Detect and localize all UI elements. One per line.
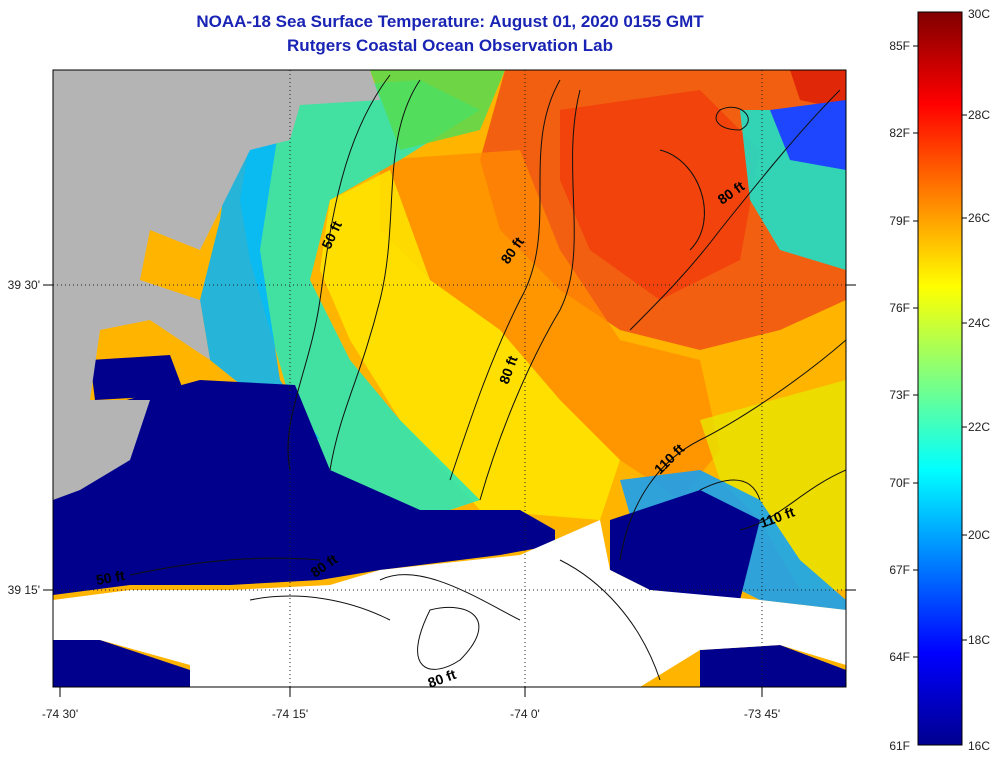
colorbar-f-label: 64F (889, 650, 910, 664)
colorbar-f-label: 73F (889, 388, 910, 402)
colorbar-f-label: 82F (889, 126, 910, 140)
colorbar-f-label: 76F (889, 301, 910, 315)
colorbar-c-label: 24C (968, 316, 990, 330)
colorbar-c-label: 20C (968, 528, 990, 542)
colorbar-c-label: 28C (968, 108, 990, 122)
map-subtitle: Rutgers Coastal Ocean Observation Lab (287, 36, 613, 55)
colorbar-c-label: 18C (968, 633, 990, 647)
colorbar-f-label: 70F (889, 476, 910, 490)
y-tick-label: 39 15' (8, 583, 40, 597)
contour-label: 50 ft (95, 567, 126, 588)
colorbar-c-label: 22C (968, 420, 990, 434)
land-mass (53, 70, 380, 500)
cold-upwelling-region (53, 380, 555, 595)
x-tick-label: -74 15' (272, 707, 308, 721)
colorbar-f-label: 61F (889, 739, 910, 753)
no-data-region (53, 520, 846, 687)
colorbar-f-label: 79F (889, 214, 910, 228)
map-frame (52, 69, 847, 688)
x-tick-label: -74 0' (510, 707, 540, 721)
colorbar-c-label: 30C (968, 7, 990, 21)
colorbar (917, 11, 963, 746)
colorbar-c-label: 16C (968, 739, 990, 753)
y-tick-label: 39 30' (8, 278, 40, 292)
map-title: NOAA-18 Sea Surface Temperature: August … (196, 12, 704, 31)
colorbar-f-label: 85F (889, 39, 910, 53)
x-tick-label: -74 30' (42, 707, 78, 721)
x-tick-label: -73 45' (744, 707, 780, 721)
colorbar-f-label: 67F (889, 563, 910, 577)
colorbar-c-label: 26C (968, 211, 990, 225)
